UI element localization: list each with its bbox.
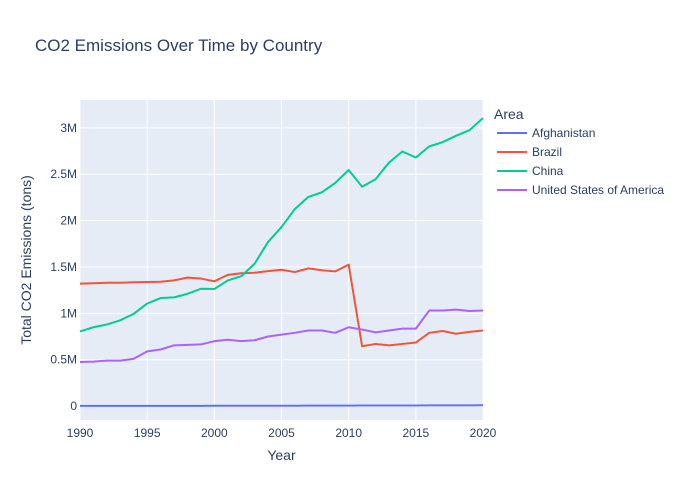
series-line-afghanistan[interactable] (79, 404, 484, 407)
x-tick-label: 2010 (335, 426, 362, 440)
legend-label: Brazil (532, 145, 562, 159)
legend-item-china[interactable]: China (497, 164, 564, 178)
x-axis-label: Year (267, 447, 296, 463)
legend-item-brazil[interactable]: Brazil (497, 145, 562, 159)
series-lines (79, 117, 484, 407)
x-tick-label: 2020 (470, 426, 497, 440)
series-line-brazil[interactable] (79, 263, 484, 348)
x-tick-label: 1995 (134, 426, 161, 440)
legend-item-afghanistan[interactable]: Afghanistan (497, 126, 595, 140)
legend-title: Area (494, 106, 524, 122)
legend-item-united-states-of-america[interactable]: United States of America (497, 183, 664, 197)
y-tick-label: 0 (70, 399, 77, 413)
x-tick-label: 2015 (402, 426, 429, 440)
y-axis-ticks: 0 0.5M 1M 1.5M 2M 2.5M 3M (50, 121, 77, 413)
legend-items[interactable]: Afghanistan Brazil China United States of A… (497, 126, 664, 197)
y-tick-label: 3M (60, 121, 77, 135)
x-tick-label: 2005 (268, 426, 295, 440)
series-line-china[interactable] (79, 117, 484, 333)
y-tick-label: 1M (60, 306, 77, 320)
legend-label: China (532, 164, 564, 178)
y-axis-label: Total CO2 Emissions (tons) (18, 175, 34, 345)
y-tick-label: 1.5M (50, 260, 77, 274)
series-line-united-states-of-america[interactable] (79, 308, 484, 364)
legend-label: United States of America (532, 183, 664, 197)
y-tick-label: 2.5M (50, 167, 77, 181)
legend-label: Afghanistan (532, 126, 595, 140)
x-tick-label: 2000 (201, 426, 228, 440)
legend[interactable]: Area Afghanistan Brazil China United States… (494, 106, 664, 197)
x-axis-ticks: 1990 1995 2000 2005 2010 2015 2020 (67, 426, 497, 440)
y-tick-label: 0.5M (50, 353, 77, 367)
x-tick-label: 1990 (67, 426, 94, 440)
chart-title: CO2 Emissions Over Time by Country (35, 36, 323, 55)
y-tick-label: 2M (60, 214, 77, 228)
